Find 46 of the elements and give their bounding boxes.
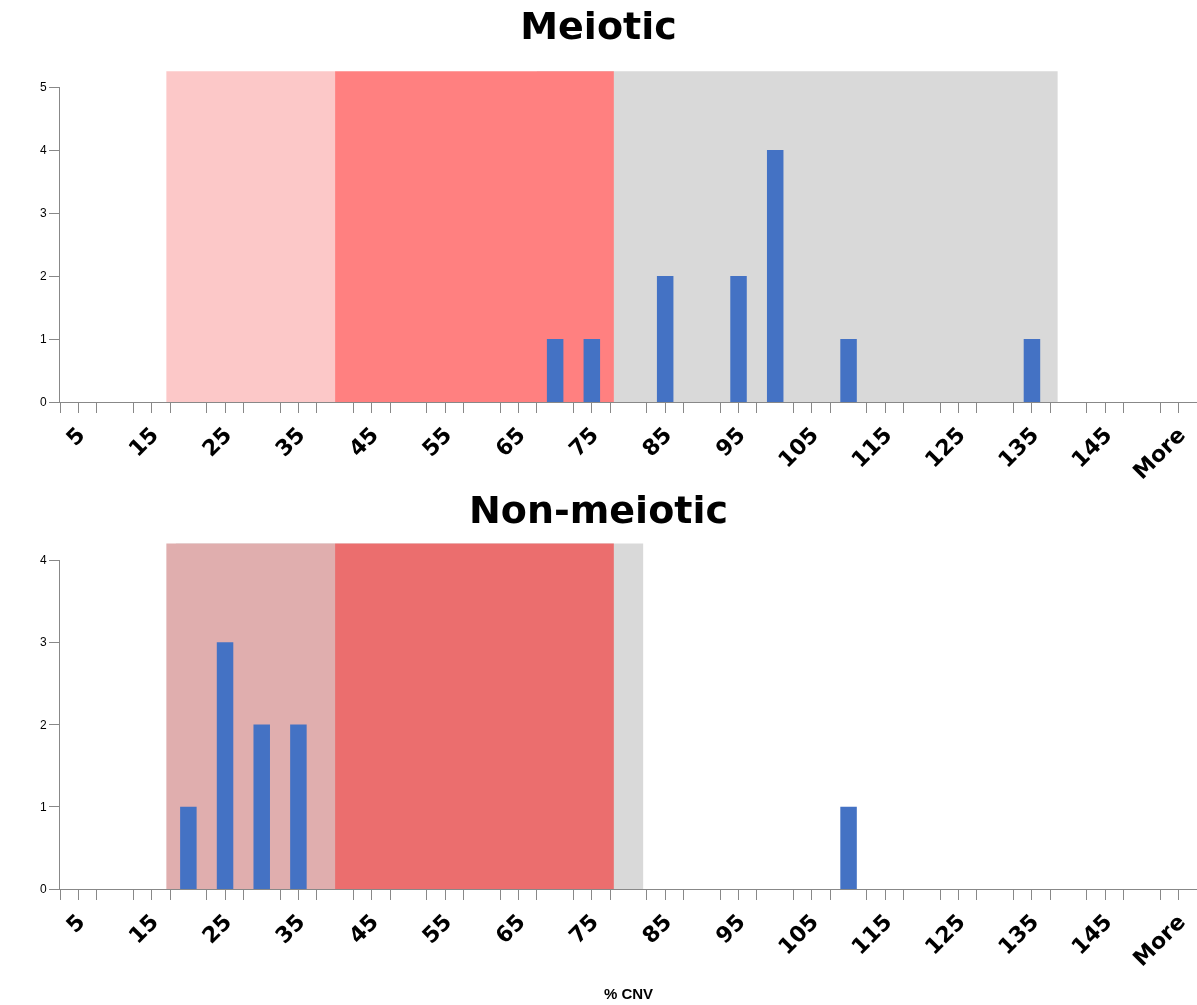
- x-tick-label: 25: [197, 422, 237, 462]
- bar: [290, 724, 307, 889]
- y-tick-label: 3: [39, 206, 47, 221]
- x-axis-title: % CNV: [603, 985, 654, 1003]
- x-tick-label: 35: [270, 422, 310, 462]
- y-tick-label: 2: [39, 717, 47, 732]
- x-tick-label: 45: [343, 909, 384, 949]
- x-tick-label: 5: [61, 422, 90, 451]
- x-tick-label: 55: [417, 422, 457, 462]
- x-tick-label: 15: [123, 422, 163, 462]
- y-tick-label: 0: [39, 882, 47, 897]
- x-tick-label: 25: [197, 909, 237, 949]
- x-tick-label: 65: [490, 422, 530, 462]
- chart-title: Non-meiotic: [469, 488, 728, 533]
- y-tick-label: 0: [39, 395, 47, 410]
- x-tick-label: 65: [490, 909, 530, 949]
- y-tick-label: 1: [39, 799, 47, 814]
- bar: [546, 339, 564, 402]
- x-tick-label: 95: [710, 422, 750, 462]
- x-tick-label: 5: [61, 909, 90, 938]
- bar: [1023, 339, 1041, 402]
- x-tick-label: 95: [710, 909, 750, 949]
- x-tick-label: 35: [270, 909, 310, 949]
- bar: [180, 806, 197, 889]
- bar: [840, 339, 857, 402]
- x-tick-label: 75: [563, 909, 604, 949]
- bar: [840, 806, 857, 889]
- x-tick-label: 15: [123, 909, 163, 949]
- bar: [253, 724, 270, 889]
- x-tick-label: 75: [563, 422, 604, 462]
- y-tick-label: 3: [39, 635, 47, 650]
- x-tick-label: 45: [343, 422, 384, 462]
- y-tick-label: 4: [39, 553, 47, 568]
- x-tick-label: 55: [417, 909, 457, 949]
- y-tick-label: 5: [39, 80, 47, 95]
- chart-title: Meiotic: [520, 4, 677, 49]
- bar: [216, 642, 234, 889]
- y-tick-label: 2: [39, 269, 47, 284]
- y-tick-label: 1: [39, 332, 47, 347]
- y-tick-label: 4: [39, 143, 47, 158]
- bar: [583, 339, 601, 402]
- x-tick-label: 85: [637, 909, 677, 949]
- x-tick-label: 85: [637, 422, 677, 462]
- bar: [730, 276, 747, 402]
- bar: [656, 276, 674, 402]
- bar: [766, 150, 784, 402]
